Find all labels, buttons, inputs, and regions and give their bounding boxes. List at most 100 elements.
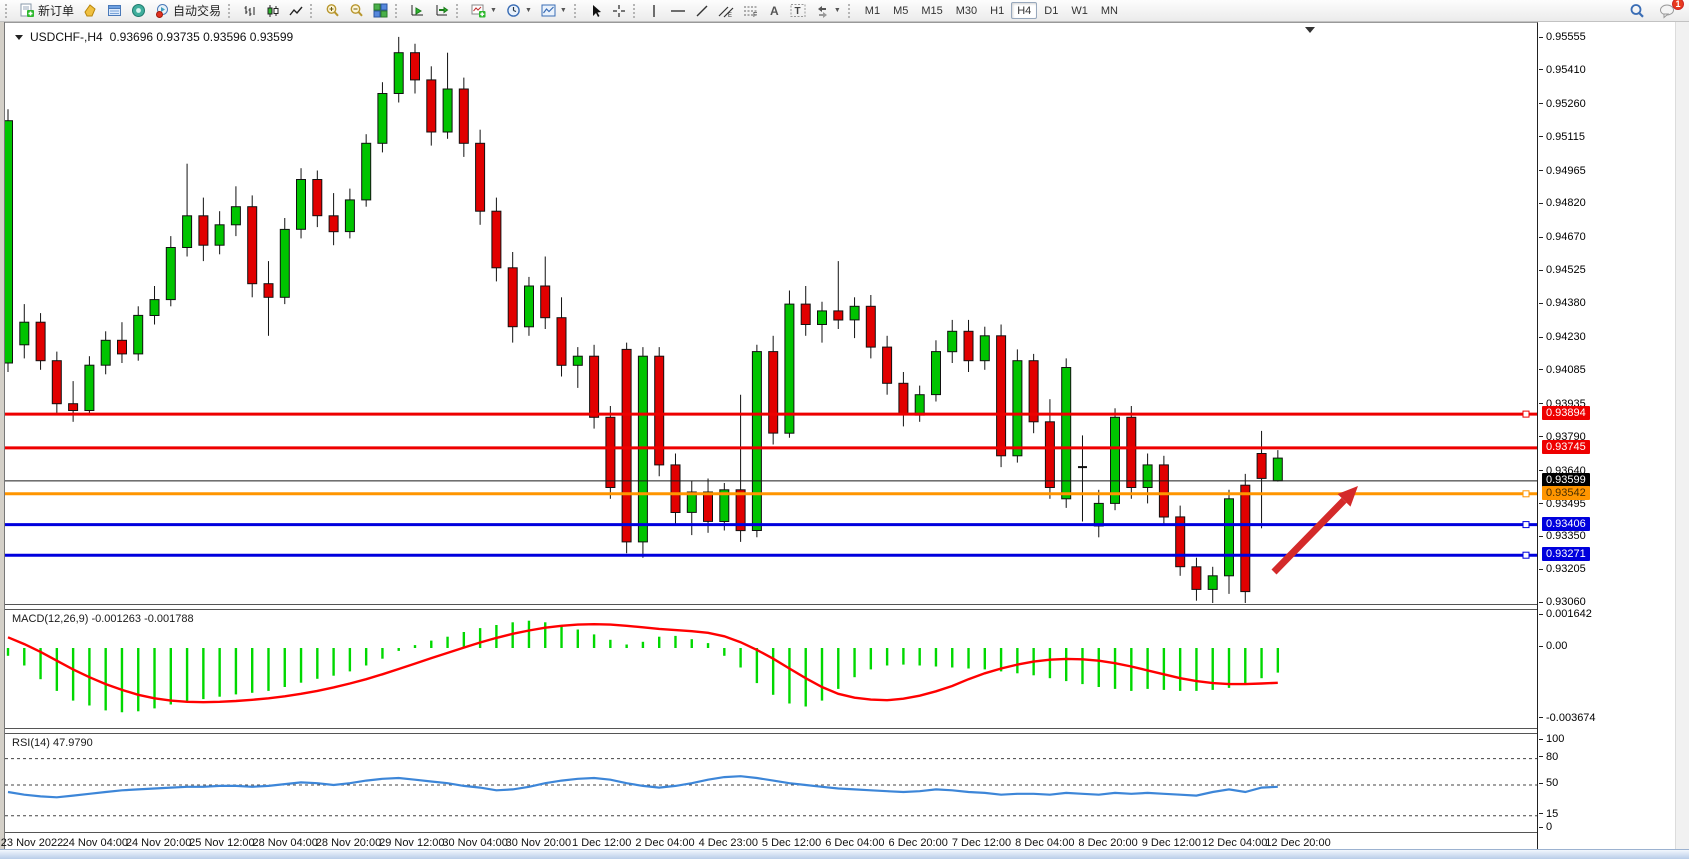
rsi-line: [7, 775, 1278, 799]
notifications-button[interactable]: 1: [1655, 0, 1684, 20]
line-chart-mode-button[interactable]: [285, 1, 307, 20]
candle-body: [279, 228, 290, 298]
timeframe-h4-button[interactable]: H4: [1011, 2, 1038, 19]
candle-body: [670, 464, 681, 513]
right-margin-strip: [1675, 22, 1689, 849]
candle-body: [361, 142, 372, 201]
time-tick-label: 24 Nov 20:00: [125, 837, 192, 849]
chart-shift-button[interactable]: [430, 1, 453, 20]
macd-canvas[interactable]: [5, 610, 1537, 730]
price-chart-canvas[interactable]: [5, 23, 1537, 605]
candle-body: [1061, 367, 1072, 500]
market-watch-icon: [83, 3, 98, 18]
market-watch-button[interactable]: [79, 1, 102, 20]
candle-body: [751, 351, 762, 531]
auto-scroll-button[interactable]: [406, 1, 429, 20]
fibonacci-tool-button[interactable]: F: [739, 1, 763, 20]
horizontal-line-icon: [670, 4, 686, 18]
candle-body: [84, 364, 95, 412]
chart-symbol-period: USDCHF-,H4: [30, 30, 103, 44]
search-button[interactable]: [1625, 1, 1649, 20]
candle-body: [979, 335, 990, 362]
candle-body: [426, 79, 437, 133]
status-bar: [0, 849, 1689, 859]
price-level-badge: 0.93894: [1542, 406, 1590, 421]
time-tick-label: 6 Dec 04:00: [825, 837, 885, 849]
price-tick: 0.95115: [1539, 131, 1585, 143]
timeframe-m30-button[interactable]: M30: [955, 4, 978, 17]
time-tick-label: 28 Nov 20:00: [315, 837, 382, 849]
time-tick-label: 23 Nov 2022: [0, 837, 64, 849]
text-label-tool-button[interactable]: T: [786, 1, 810, 20]
candle-body: [1224, 498, 1234, 577]
candle-body: [1191, 566, 1202, 590]
timeframe-m5-button[interactable]: M5: [893, 4, 909, 17]
zoom-in-button[interactable]: [321, 1, 344, 20]
price-tick: 0.93205: [1539, 563, 1586, 575]
periods-dropdown-button[interactable]: ▼: [502, 1, 536, 20]
window-left-splitter[interactable]: [0, 22, 5, 859]
bar-chart-mode-button[interactable]: [239, 1, 261, 20]
price-tick: 0.94085: [1539, 364, 1586, 376]
chart-shift-marker: [1305, 27, 1315, 33]
autotrading-button[interactable]: 自动交易: [151, 1, 225, 20]
timeframe-m15-button[interactable]: M15: [921, 4, 943, 17]
timeframe-mn-button[interactable]: MN: [1100, 4, 1118, 17]
trendline-icon: [695, 4, 709, 18]
data-window-button[interactable]: [103, 1, 126, 20]
candle-body: [475, 142, 486, 212]
shapes-dropdown-button[interactable]: ▼: [811, 1, 845, 20]
candle-body: [442, 88, 453, 133]
vertical-line-tool-button[interactable]: [644, 1, 665, 20]
time-tick-label: 12 Dec 20:00: [1265, 837, 1331, 849]
candle-body: [410, 52, 420, 81]
price-tick: 0.93495: [1539, 498, 1586, 510]
toolbar-drag-handle[interactable]: [5, 3, 11, 18]
toolbar-group-separator: [847, 3, 854, 18]
zoom-out-button[interactable]: [345, 1, 368, 20]
toolbar-group-separator: [310, 3, 316, 18]
timeframe-w1-button[interactable]: W1: [1071, 4, 1088, 17]
candle-body: [458, 88, 469, 144]
navigator-button[interactable]: [127, 1, 150, 20]
rsi-tick: 50: [1539, 777, 1558, 789]
chart-dropdown-icon[interactable]: [15, 34, 23, 40]
candle-body: [1175, 516, 1186, 568]
candle-body: [686, 491, 697, 513]
horizontal-line-tool-button[interactable]: [666, 1, 690, 20]
candlestick-mode-button[interactable]: [262, 1, 284, 20]
candle-body: [703, 491, 713, 522]
new-chart-button[interactable]: ▼: [467, 1, 501, 20]
tile-windows-button[interactable]: [369, 1, 392, 20]
time-tick-label: 2 Dec 04:00: [635, 837, 695, 849]
rsi-tick: 100: [1539, 733, 1564, 745]
candle-body: [1158, 464, 1169, 518]
price-tick: 0.94230: [1539, 331, 1586, 343]
equidistant-channel-icon: E: [718, 4, 734, 18]
bar-chart-icon: [243, 4, 257, 18]
crosshair-icon: [612, 4, 626, 18]
candle-body: [621, 348, 632, 543]
templates-dropdown-button[interactable]: ▼: [537, 1, 571, 20]
timeframe-m1-button[interactable]: M1: [864, 4, 881, 17]
candle-body: [849, 305, 860, 321]
new-order-button[interactable]: 新订单: [16, 1, 78, 20]
time-axis[interactable]: 23 Nov 2022 24 Nov 04:00 24 Nov 20:00 25 No…: [1, 835, 1537, 853]
text-tool-button[interactable]: A: [764, 1, 785, 20]
channel-tool-button[interactable]: E: [714, 1, 738, 20]
price-axis[interactable]: 0.95555 0.95410 0.95260 0.95115 0.94965 0.948…: [1539, 22, 1689, 849]
timeframe-h1-button[interactable]: H1: [990, 4, 1005, 17]
candle-body: [1028, 360, 1039, 423]
crosshair-tool-button[interactable]: [608, 1, 630, 20]
toolbar-group-separator: [228, 3, 234, 18]
candle-body: [1240, 484, 1251, 593]
rsi-canvas[interactable]: [5, 734, 1537, 834]
timeframe-d1-button[interactable]: D1: [1044, 4, 1059, 17]
time-tick-label: 5 Dec 12:00: [761, 837, 822, 849]
trendline-tool-button[interactable]: [691, 1, 713, 20]
time-tick-label: 9 Dec 12:00: [1141, 837, 1202, 849]
rsi-label: RSI(14) 47.9790: [12, 737, 93, 749]
candle-body: [19, 321, 30, 346]
cursor-tool-button[interactable]: [585, 1, 607, 20]
